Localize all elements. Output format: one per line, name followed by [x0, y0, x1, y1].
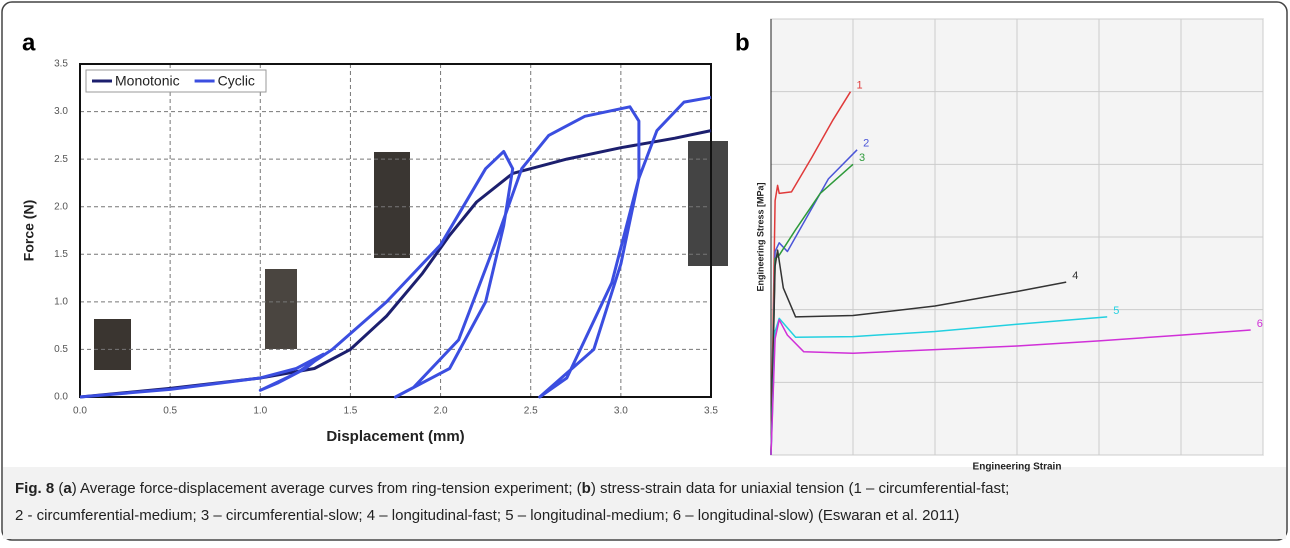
- y-tick-label: 1.0: [54, 296, 68, 307]
- data-line: [770, 316, 1108, 456]
- y-tick-label: 0.5: [54, 344, 68, 355]
- caption-text: ) Average force-displacement average cur…: [72, 480, 582, 497]
- panel-label: a: [22, 29, 36, 56]
- x-axis-label: Engineering Strain: [973, 462, 1062, 473]
- y-tick-label: 1.5: [54, 249, 68, 260]
- caption-label: Fig. 8: [15, 480, 54, 497]
- caption-text: b: [582, 480, 591, 497]
- caption-line: Fig. 8 (a) Average force-displacement av…: [15, 480, 1009, 497]
- data-line: [770, 91, 852, 456]
- series-label: 4: [1072, 270, 1078, 282]
- x-tick-label: 0.0: [73, 406, 87, 417]
- y-axis-label: Force (N): [21, 200, 37, 261]
- x-tick-label: 1.5: [343, 406, 357, 417]
- caption-box: [3, 467, 1286, 539]
- caption-text: (: [58, 480, 63, 497]
- x-tick-label: 1.0: [253, 406, 267, 417]
- caption-text: ) stress-strain data for uniaxial tensio…: [591, 480, 1010, 497]
- specimen-photo: [265, 269, 297, 349]
- caption-text: a: [63, 480, 72, 497]
- x-axis-label: Displacement (mm): [326, 428, 464, 445]
- legend-label: Monotonic: [115, 73, 180, 89]
- specimen-photo: [94, 319, 131, 370]
- data-line: [79, 95, 712, 399]
- y-tick-label: 3.5: [54, 59, 68, 70]
- x-tick-label: 3.5: [704, 406, 718, 417]
- series-label: 1: [857, 80, 863, 92]
- legend-box: [85, 69, 267, 93]
- legend: Monotonic Cyclic: [85, 69, 267, 93]
- legend-label: Cyclic: [218, 73, 255, 89]
- x-tick-label: 2.0: [434, 406, 448, 417]
- caption-line: 2 - circumferential-medium; 3 – circumfe…: [15, 507, 959, 524]
- series-label: 5: [1113, 305, 1119, 317]
- y-tick-label: 2.5: [54, 154, 68, 165]
- x-tick-label: 2.5: [524, 406, 538, 417]
- series-label: 3: [859, 152, 865, 164]
- series-label: 2: [863, 138, 869, 150]
- series-label: 6: [1257, 318, 1263, 330]
- x-tick-label: 3.0: [614, 406, 628, 417]
- y-tick-label: 3.0: [54, 106, 68, 117]
- data-line: [770, 319, 1251, 456]
- panel-label: b: [735, 29, 750, 56]
- x-tick-label: 0.5: [163, 406, 177, 417]
- y-tick-label: 2.0: [54, 201, 68, 212]
- specimen-photo: [374, 152, 410, 258]
- y-axis-label: Engineering Stress [MPa]: [755, 182, 765, 291]
- data-line: [770, 249, 1067, 456]
- specimen-photo: [688, 141, 728, 266]
- y-tick-label: 0.0: [54, 392, 68, 403]
- data-line: [770, 149, 858, 456]
